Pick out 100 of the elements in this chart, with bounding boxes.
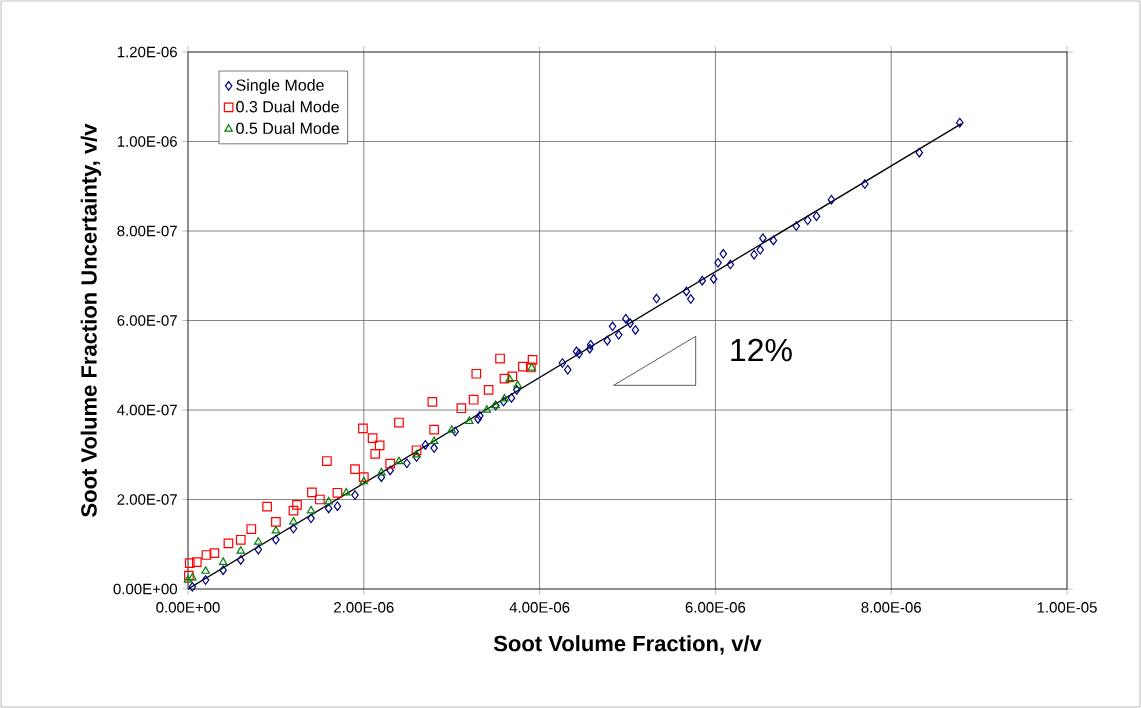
y-tick-label: 6.00E-07 xyxy=(117,315,177,326)
point xyxy=(246,524,257,534)
point xyxy=(429,436,439,445)
point xyxy=(621,313,630,324)
y-tick-label: 1.00E-06 xyxy=(117,136,177,147)
point xyxy=(411,445,422,456)
point xyxy=(792,221,801,231)
point xyxy=(394,456,404,465)
annotation: 12% xyxy=(731,338,792,362)
point xyxy=(499,396,508,407)
point xyxy=(236,546,246,554)
point xyxy=(464,416,474,424)
point xyxy=(370,448,381,459)
point xyxy=(955,117,964,128)
point xyxy=(451,426,460,437)
point xyxy=(314,494,325,505)
point xyxy=(726,259,735,270)
point xyxy=(456,403,467,414)
point xyxy=(292,500,302,510)
point xyxy=(709,274,718,284)
point xyxy=(183,575,193,583)
point xyxy=(288,505,299,516)
point xyxy=(359,476,369,485)
point xyxy=(631,325,640,335)
point xyxy=(306,505,316,514)
point xyxy=(385,458,396,469)
point xyxy=(575,348,583,359)
point xyxy=(358,423,368,434)
x-tick-label: 8.00E-06 xyxy=(861,602,921,613)
point xyxy=(585,343,594,354)
point xyxy=(558,358,567,368)
point xyxy=(652,293,661,304)
point xyxy=(271,517,281,527)
point xyxy=(209,548,220,559)
point xyxy=(586,339,595,350)
x-tick-label: 6.00E-06 xyxy=(685,602,746,613)
point xyxy=(759,233,767,244)
point xyxy=(374,440,385,451)
point xyxy=(219,565,227,576)
point xyxy=(324,503,333,514)
point xyxy=(333,501,342,512)
point xyxy=(719,248,728,259)
point xyxy=(518,361,528,372)
point xyxy=(698,275,707,286)
point xyxy=(499,373,510,384)
point xyxy=(223,538,234,549)
point xyxy=(367,433,378,444)
x-tick-label: 2.00E-06 xyxy=(334,602,394,613)
y-tick-label: 2.00E-07 xyxy=(117,494,177,505)
point xyxy=(429,424,439,435)
point xyxy=(474,414,482,424)
point xyxy=(386,465,394,476)
point xyxy=(191,557,202,568)
point xyxy=(447,425,456,433)
legend-label: 0.3 Dual Mode xyxy=(236,100,339,113)
point xyxy=(495,353,505,364)
point xyxy=(188,581,197,592)
point xyxy=(507,393,516,403)
point xyxy=(614,329,623,340)
point xyxy=(254,537,263,545)
point xyxy=(351,490,359,500)
x-tick-label: 4.00E-06 xyxy=(509,602,570,613)
point xyxy=(471,368,482,379)
point xyxy=(563,364,572,375)
point xyxy=(307,487,317,498)
point xyxy=(394,417,404,428)
point xyxy=(476,410,484,421)
point xyxy=(750,249,758,260)
point xyxy=(682,286,691,297)
point xyxy=(184,570,194,581)
point xyxy=(626,318,634,329)
point xyxy=(603,335,612,346)
point xyxy=(289,517,298,525)
point xyxy=(271,525,281,534)
point xyxy=(827,194,836,205)
x-axis-title: Soot Volume Fraction, v/v xyxy=(493,635,762,655)
point xyxy=(756,244,765,255)
x-tick-label: 1.00E-05 xyxy=(1037,602,1097,613)
point xyxy=(527,355,538,365)
point xyxy=(324,496,333,505)
point xyxy=(332,487,343,498)
point xyxy=(377,467,386,476)
point xyxy=(235,534,246,545)
point xyxy=(412,449,421,458)
point xyxy=(513,380,522,389)
point xyxy=(468,394,479,405)
y-tick-label: 4.00E-07 xyxy=(117,404,177,416)
point xyxy=(201,575,210,585)
point xyxy=(350,464,360,474)
point xyxy=(377,472,386,482)
legend-label: Single Mode xyxy=(236,79,324,94)
point xyxy=(500,393,509,402)
point xyxy=(812,211,821,222)
x-tick-label: 0.00E+00 xyxy=(156,602,220,613)
point xyxy=(769,235,778,246)
point xyxy=(322,456,332,466)
point xyxy=(201,550,212,560)
point xyxy=(262,501,272,512)
y-tick-label: 1.20E-06 xyxy=(117,46,177,58)
point xyxy=(289,523,298,534)
